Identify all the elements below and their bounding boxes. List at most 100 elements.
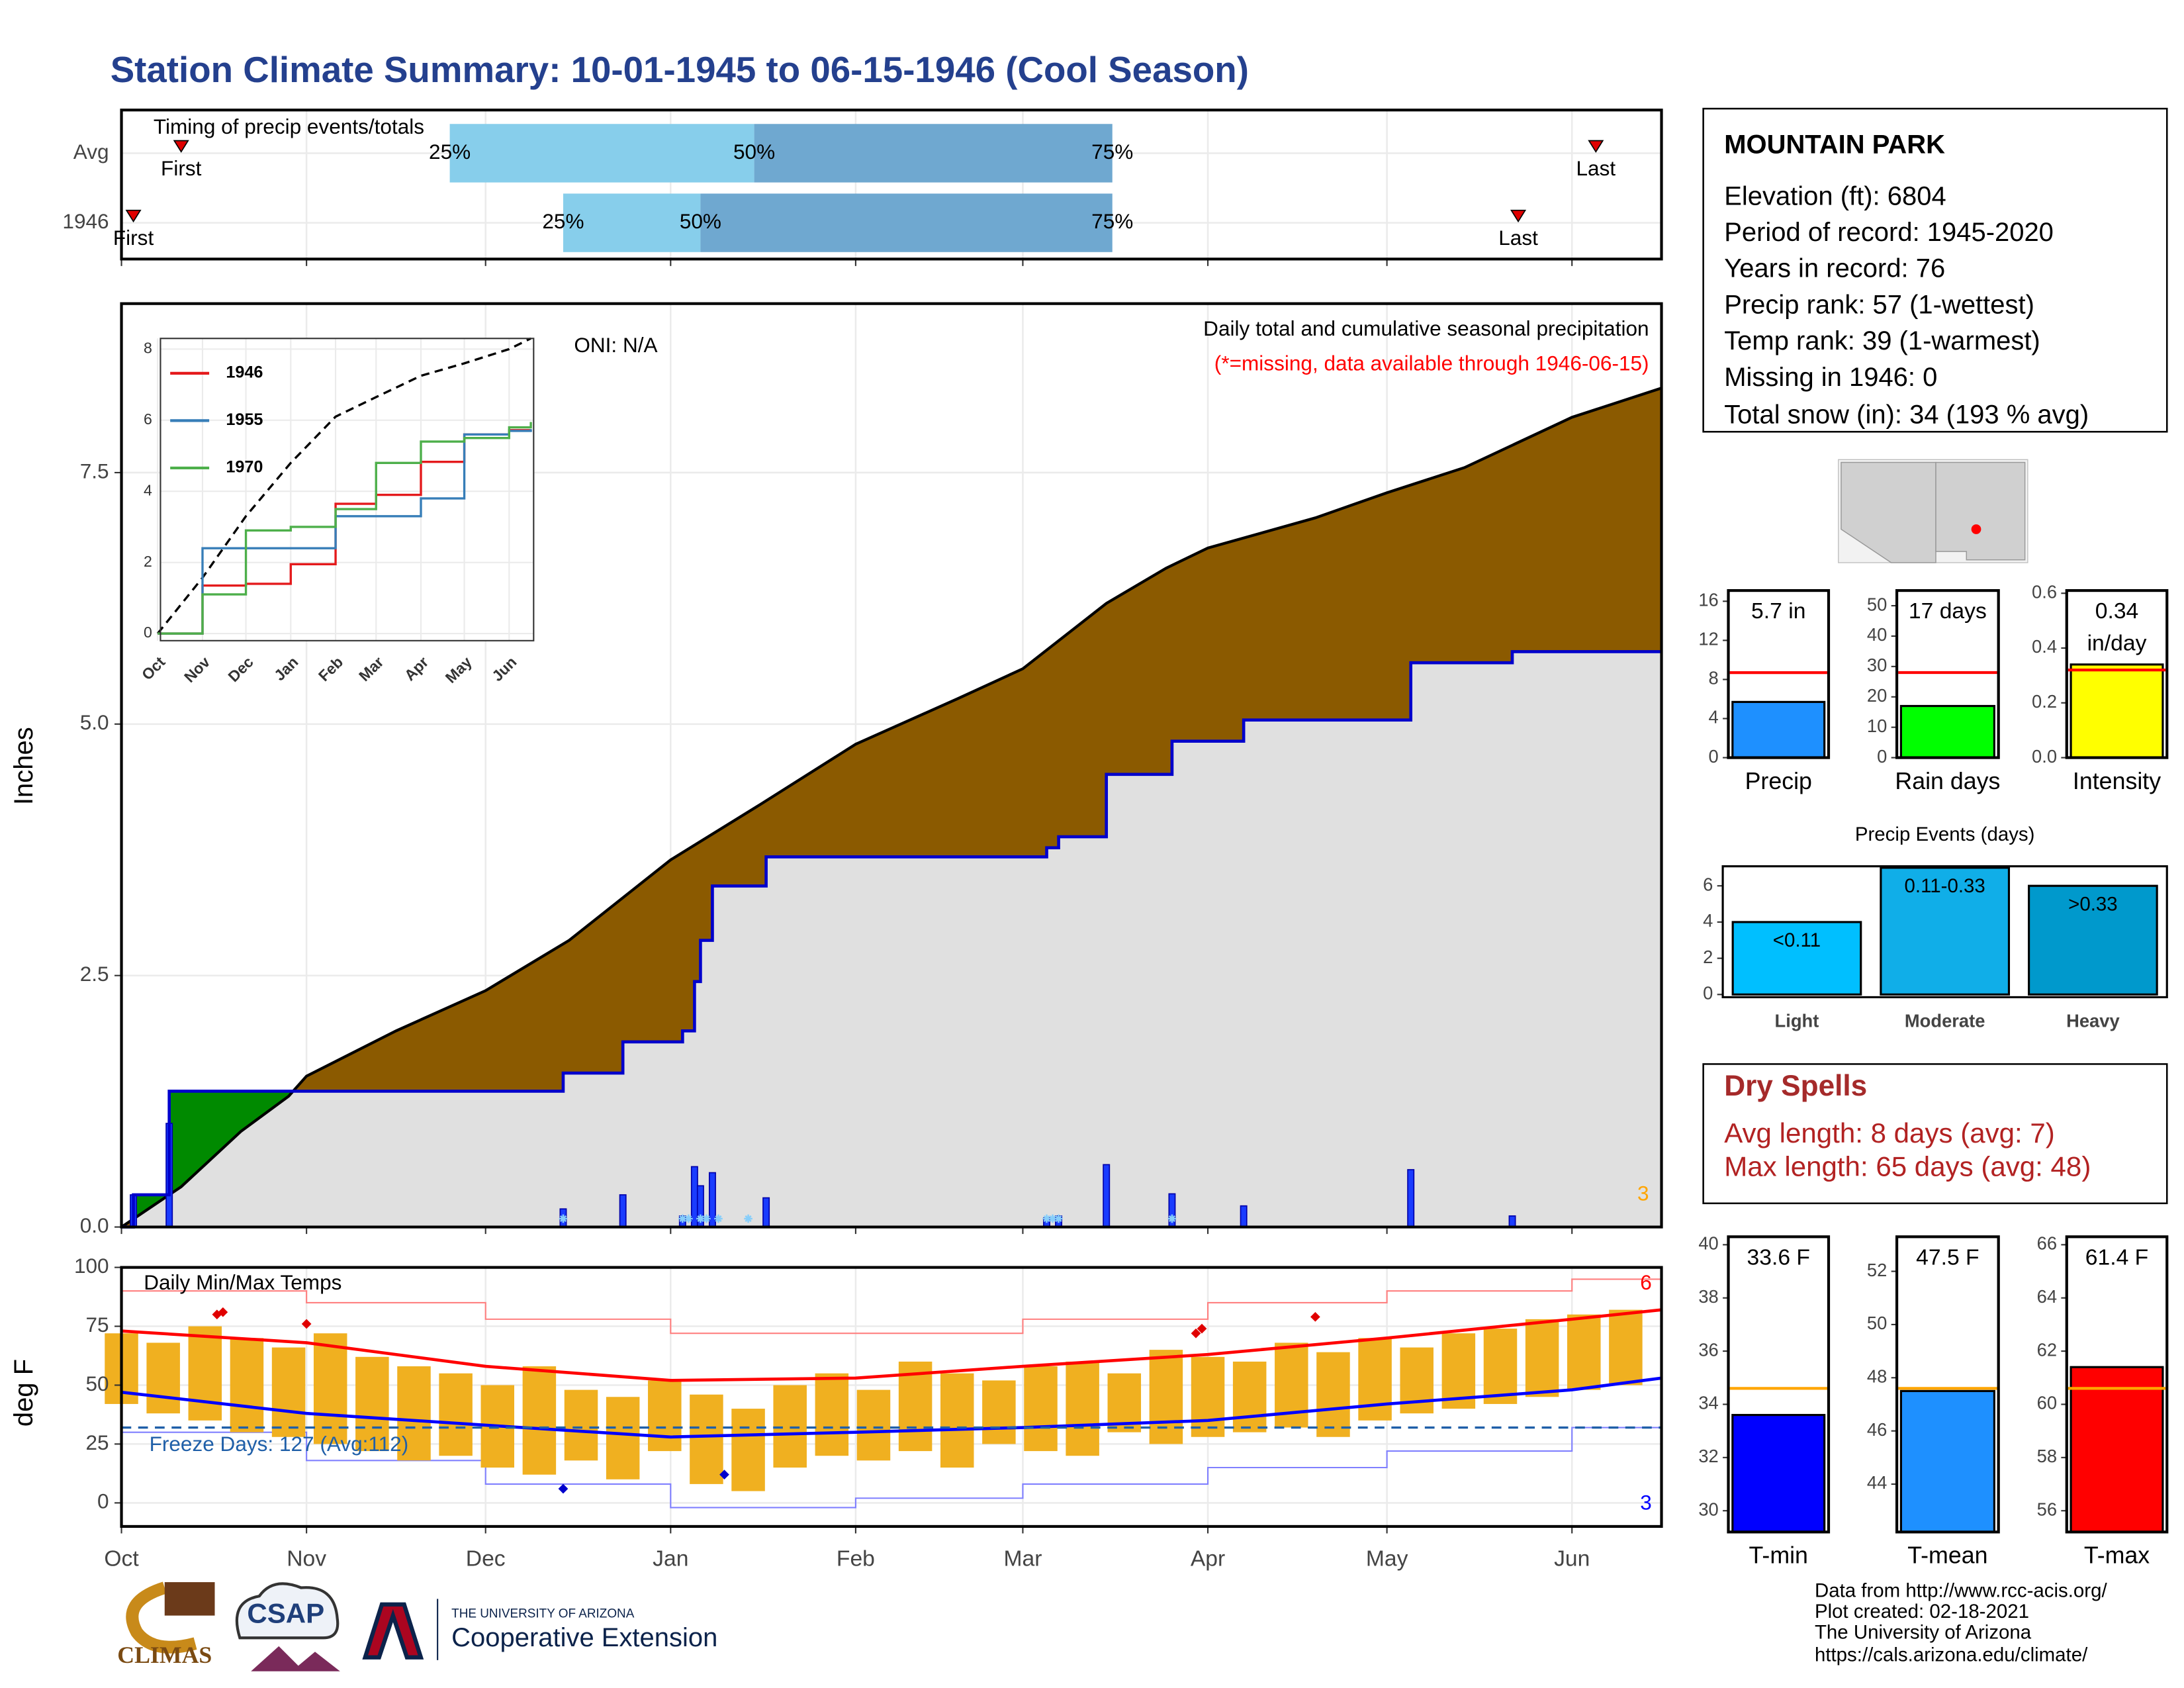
y-axis-label: deg F	[9, 1359, 38, 1427]
daily-range-bar	[1066, 1361, 1099, 1456]
frame	[1721, 865, 2168, 999]
logo-text: CLIMAS	[117, 1642, 212, 1668]
quartile-bar	[754, 124, 1113, 183]
frame	[1895, 588, 2000, 759]
quartile-bar	[700, 193, 1113, 252]
value-label: 17 days	[1908, 600, 1987, 624]
dry-spells-line: Max length: 65 days (avg: 48)	[1724, 1150, 2091, 1182]
timing-label: Last	[1498, 226, 1538, 250]
y-tick-label: 7.5	[80, 459, 109, 483]
station-box	[1702, 107, 2168, 433]
y-tick-label: 38	[1698, 1286, 1718, 1307]
daily-range-bar	[188, 1326, 222, 1421]
y-tick-label: 50	[1867, 594, 1887, 614]
y-tick-label: 50	[1867, 1313, 1887, 1333]
y-tick-label: 25	[86, 1430, 109, 1454]
missing-marker	[559, 1214, 568, 1223]
value-label-box: 5.7 in	[1751, 600, 1806, 624]
frame	[120, 302, 1663, 1229]
summary-bar	[1899, 1389, 1995, 1533]
y-tick-label: 0.0	[80, 1213, 109, 1237]
value-label: 0.34 in/day	[2087, 600, 2147, 656]
credit-line: Plot created: 02-18-2021	[1815, 1601, 2029, 1622]
logo-text: Cooperative Extension	[451, 1623, 717, 1652]
event-range: 0.11-0.33	[1905, 875, 1985, 897]
y-tick-label: 36	[1698, 1339, 1718, 1360]
quartile-label: 75%	[1091, 140, 1133, 164]
y-tick-label: 4	[1709, 707, 1719, 727]
missing-marker	[744, 1214, 752, 1223]
missing-marker	[702, 1214, 711, 1223]
daily-range-bar	[313, 1333, 347, 1444]
y-tick-label: 0	[1877, 746, 1887, 767]
x-tick-label: Light	[1775, 1011, 1819, 1031]
logo-mountain	[251, 1646, 340, 1671]
daily-bar	[1407, 1169, 1415, 1228]
timing-marker	[1510, 209, 1527, 223]
y-tick-label: 6	[144, 410, 152, 428]
daily-range-bar	[940, 1373, 974, 1468]
locator-map	[1838, 459, 2028, 563]
y-tick-label: 100	[74, 1254, 109, 1278]
timing-marker	[125, 209, 142, 223]
timing-label: First	[161, 156, 202, 180]
daily-range-bar	[397, 1366, 431, 1461]
logo-ua: THE UNIVERSITY OF ARIZONA Cooperative Ex…	[362, 1599, 717, 1660]
average-line	[120, 387, 1662, 1229]
chart-title: Timing of precip events/totals	[154, 115, 424, 138]
frame	[1727, 1235, 1831, 1534]
dry-spells-title: Dry Spells	[1724, 1070, 1867, 1102]
dry-spells-line: Avg length: 8 days (avg: 7)	[1724, 1117, 2055, 1149]
missing-marker	[696, 1214, 705, 1223]
y-tick-label: 0.0	[2032, 746, 2057, 767]
daily-range-bar	[606, 1397, 640, 1479]
x-axis-label: Rain days	[1895, 768, 2000, 794]
x-tick-label: Dec	[466, 1546, 506, 1571]
frame	[2065, 588, 2169, 759]
value-label-box: 17 days	[1908, 600, 1987, 624]
value-label-box: 0.34 in/day	[2087, 600, 2147, 656]
y-tick-label: 10	[1867, 716, 1887, 736]
summary-bar	[1731, 1413, 1826, 1533]
logo-text: THE UNIVERSITY OF ARIZONA	[451, 1607, 635, 1620]
chart-subtitle: (*=missing, data available through 1946-…	[1214, 352, 1649, 375]
event-range: >0.33	[2068, 893, 2118, 915]
record-max-line	[121, 1278, 1662, 1335]
x-tick-label: Heavy	[2066, 1011, 2120, 1031]
summary-bar	[2070, 663, 2164, 759]
y-tick-label: 0	[97, 1489, 109, 1513]
value-label: 5.7 in	[1751, 600, 1806, 624]
station-line: Precip rank: 57 (1-wettest)	[1724, 290, 2034, 319]
daily-range-bar	[898, 1361, 933, 1452]
quartile-bar	[563, 193, 701, 252]
daily-bar	[762, 1197, 770, 1228]
daily-bar	[1103, 1164, 1111, 1228]
area-base	[121, 651, 1662, 1227]
y-tick-label: 16	[1698, 590, 1718, 610]
daily-bar	[1508, 1215, 1516, 1228]
station-line: Temp rank: 39 (1-warmest)	[1724, 326, 2040, 355]
chart-title: Daily Min/Max Temps	[144, 1270, 341, 1294]
y-tick-label: 62	[2037, 1339, 2057, 1360]
record-marker	[218, 1307, 228, 1317]
inset-panel	[160, 338, 534, 641]
avg-min-line	[121, 1376, 1662, 1439]
credit-line: The University of Arizona	[1815, 1622, 2032, 1644]
x-axis-label: T-max	[2084, 1542, 2150, 1569]
quartile-label: 50%	[680, 209, 721, 233]
quartile-label: 75%	[1091, 209, 1133, 233]
y-tick-label: 66	[2037, 1233, 2057, 1254]
timing-label: Last	[1576, 156, 1615, 180]
x-tick-label: Jun	[1554, 1546, 1590, 1571]
value-label-box: 33.6 F	[1747, 1246, 1810, 1270]
y-tick-label: 12	[1698, 629, 1718, 649]
record-low-count: 3	[1640, 1491, 1652, 1515]
logo-swoosh	[126, 1581, 197, 1654]
page-title: Station Climate Summary: 10-01-1945 to 0…	[111, 49, 1249, 90]
y-tick-label: 60	[2037, 1393, 2057, 1413]
station-name: MOUNTAIN PARK	[1724, 130, 1945, 159]
logo-cloud	[235, 1582, 340, 1640]
y-tick-label: 34	[1698, 1393, 1718, 1413]
